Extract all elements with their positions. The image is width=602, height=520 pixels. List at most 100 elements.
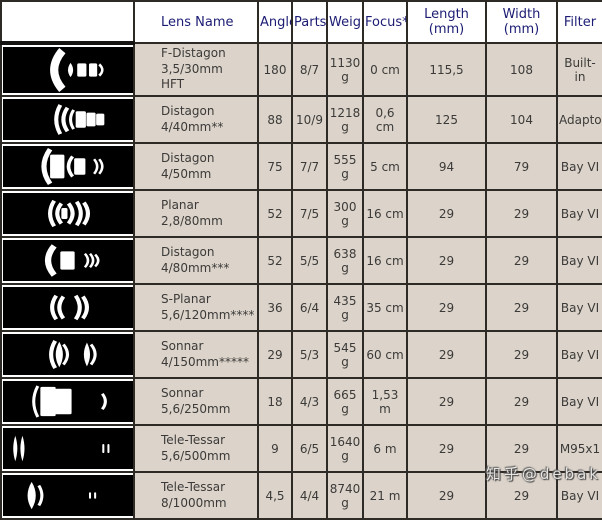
width-cell: 29 bbox=[485, 236, 558, 285]
lens-name-cell: Tele-Tessar 5,6/500mm bbox=[133, 424, 259, 473]
lens-cross-section-icon bbox=[3, 47, 132, 93]
lens-name-cell: Sonnar 5,6/250mm bbox=[133, 377, 259, 426]
width-cell: 104 bbox=[485, 95, 558, 144]
table-row: F-Distagon 3,5/30mm HFT 180 8/7 1130 g 0… bbox=[0, 42, 602, 97]
focus-cell: 5 cm bbox=[362, 142, 408, 191]
lens-diagram-cell bbox=[0, 189, 135, 238]
lens-cross-section-icon bbox=[3, 428, 132, 469]
lens-name-cell: Tele-Tessar 8/1000mm bbox=[133, 471, 259, 520]
length-cell: 115,5 bbox=[406, 42, 487, 97]
parts-cell: 10/9 bbox=[291, 95, 328, 144]
lens-cross-section-icon bbox=[3, 99, 132, 140]
lens-name-cell: Sonnar 4/150mm***** bbox=[133, 330, 259, 379]
filter-cell: Bay VI bbox=[556, 236, 602, 285]
table-body: F-Distagon 3,5/30mm HFT 180 8/7 1130 g 0… bbox=[0, 42, 602, 520]
focus-cell: 6 m bbox=[362, 424, 408, 473]
length-cell: 94 bbox=[406, 142, 487, 191]
lens-cross-section-icon bbox=[3, 334, 132, 375]
length-cell: 29 bbox=[406, 189, 487, 238]
weight-cell: 665 g bbox=[326, 377, 364, 426]
weight-cell: 545 g bbox=[326, 330, 364, 379]
width-cell: 108 bbox=[485, 42, 558, 97]
lens-cross-section-icon bbox=[3, 193, 132, 234]
lens-name-cell: Planar 2,8/80mm bbox=[133, 189, 259, 238]
weight-cell: 1130 g bbox=[326, 42, 364, 97]
column-header-lens-name: Lens Name bbox=[133, 0, 259, 44]
angle-cell: 180 bbox=[257, 42, 293, 97]
table-row: Sonnar 5,6/250mm 18 4/3 665 g 1,53 m 29 … bbox=[0, 377, 602, 426]
focus-cell: 1,53 m bbox=[362, 377, 408, 426]
focus-cell: 0,6 cm bbox=[362, 95, 408, 144]
diagram-column-header bbox=[0, 0, 135, 45]
angle-cell: 52 bbox=[257, 236, 293, 285]
width-cell: 29 bbox=[485, 471, 558, 520]
focus-cell: 16 cm bbox=[362, 189, 408, 238]
column-header-focus: Focus* bbox=[362, 0, 408, 44]
weight-cell: 555 g bbox=[326, 142, 364, 191]
table-row: Tele-Tessar 8/1000mm 4,5 4/4 8740 g 21 m… bbox=[0, 471, 602, 520]
lens-cross-section-icon bbox=[3, 475, 132, 516]
parts-cell: 6/5 bbox=[291, 424, 328, 473]
lens-cross-section-icon bbox=[3, 287, 132, 328]
weight-cell: 1640 g bbox=[326, 424, 364, 473]
filter-cell: Bay VI bbox=[556, 189, 602, 238]
table-row: Planar 2,8/80mm 52 7/5 300 g 16 cm 29 29… bbox=[0, 189, 602, 238]
focus-cell: 0 cm bbox=[362, 42, 408, 97]
parts-cell: 8/7 bbox=[291, 42, 328, 97]
weight-cell: 1218 g bbox=[326, 95, 364, 144]
filter-cell: Bay VI bbox=[556, 471, 602, 520]
length-cell: 29 bbox=[406, 283, 487, 332]
length-cell: 29 bbox=[406, 377, 487, 426]
parts-cell: 7/5 bbox=[291, 189, 328, 238]
angle-cell: 4,5 bbox=[257, 471, 293, 520]
angle-cell: 88 bbox=[257, 95, 293, 144]
lens-diagram-cell bbox=[0, 283, 135, 332]
lens-cross-section-icon bbox=[3, 240, 132, 281]
table-row: Distagon 4/50mm 75 7/7 555 g 5 cm 94 79 … bbox=[0, 142, 602, 191]
table-row: Tele-Tessar 5,6/500mm 9 6/5 1640 g 6 m 2… bbox=[0, 424, 602, 473]
length-cell: 29 bbox=[406, 330, 487, 379]
filter-cell: Adaptor bbox=[556, 95, 602, 144]
parts-cell: 5/3 bbox=[291, 330, 328, 379]
parts-cell: 4/3 bbox=[291, 377, 328, 426]
filter-cell: Bay VI bbox=[556, 330, 602, 379]
weight-cell: 8740 g bbox=[326, 471, 364, 520]
weight-cell: 300 g bbox=[326, 189, 364, 238]
column-header-parts: Parts bbox=[291, 0, 328, 44]
filter-cell: M95x1 bbox=[556, 424, 602, 473]
weight-cell: 435 g bbox=[326, 283, 364, 332]
lens-name-cell: F-Distagon 3,5/30mm HFT bbox=[133, 42, 259, 97]
table-header: Lens Name Angle Parts Weight Focus* Leng… bbox=[0, 0, 602, 45]
lens-cross-section-icon bbox=[3, 381, 132, 422]
header-row: Lens Name Angle Parts Weight Focus* Leng… bbox=[0, 0, 602, 45]
length-cell: 125 bbox=[406, 95, 487, 144]
width-cell: 29 bbox=[485, 377, 558, 426]
lens-diagram-cell bbox=[0, 236, 135, 285]
angle-cell: 75 bbox=[257, 142, 293, 191]
width-cell: 29 bbox=[485, 189, 558, 238]
weight-cell: 638 g bbox=[326, 236, 364, 285]
column-header-length: Length (mm) bbox=[406, 0, 487, 44]
lens-name-cell: Distagon 4/40mm** bbox=[133, 95, 259, 144]
table-row: S-Planar 5,6/120mm**** 36 6/4 435 g 35 c… bbox=[0, 283, 602, 332]
lens-diagram-cell bbox=[0, 424, 135, 473]
angle-cell: 18 bbox=[257, 377, 293, 426]
length-cell: 29 bbox=[406, 236, 487, 285]
angle-cell: 52 bbox=[257, 189, 293, 238]
filter-cell: Bay VI bbox=[556, 377, 602, 426]
width-cell: 29 bbox=[485, 283, 558, 332]
column-header-weight: Weight bbox=[326, 0, 364, 44]
length-cell: 29 bbox=[406, 471, 487, 520]
lens-diagram-cell bbox=[0, 330, 135, 379]
filter-cell: Bay VI bbox=[556, 142, 602, 191]
parts-cell: 7/7 bbox=[291, 142, 328, 191]
table-row: Sonnar 4/150mm***** 29 5/3 545 g 60 cm 2… bbox=[0, 330, 602, 379]
width-cell: 79 bbox=[485, 142, 558, 191]
lens-diagram-cell bbox=[0, 471, 135, 520]
width-cell: 29 bbox=[485, 330, 558, 379]
focus-cell: 60 cm bbox=[362, 330, 408, 379]
column-header-angle: Angle bbox=[257, 0, 293, 44]
lens-diagram-cell bbox=[0, 42, 135, 97]
table-row: Distagon 4/40mm** 88 10/9 1218 g 0,6 cm … bbox=[0, 95, 602, 144]
